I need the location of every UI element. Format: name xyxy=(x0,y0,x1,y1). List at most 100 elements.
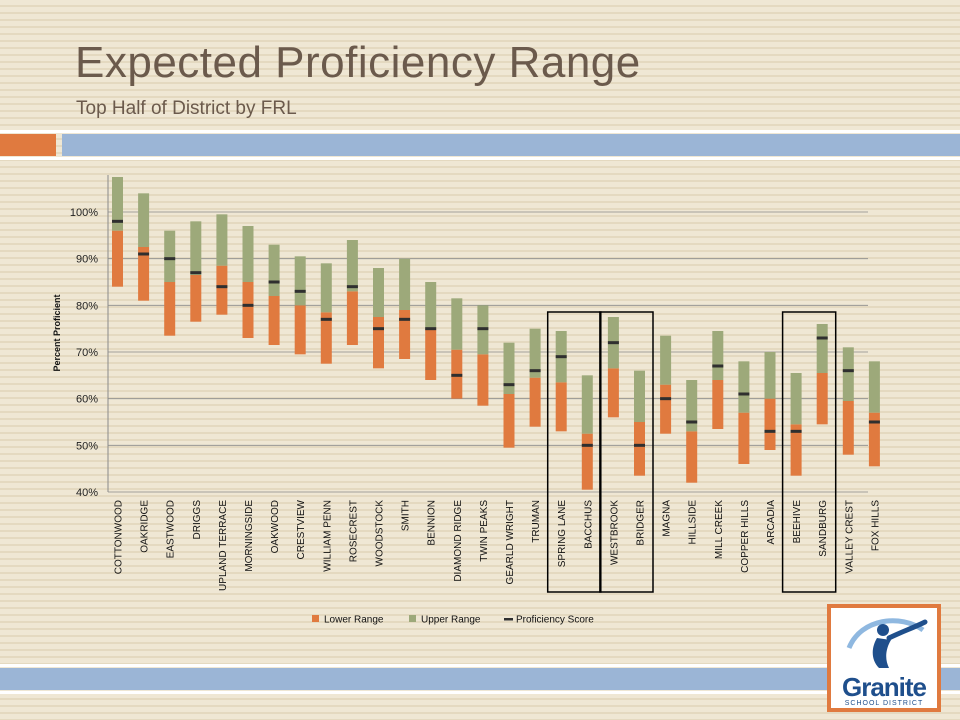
proficiency-score-marker xyxy=(660,397,672,401)
upper-range-bar xyxy=(294,256,306,306)
upper-range-bar xyxy=(738,361,750,413)
upper-range-bar xyxy=(686,380,698,432)
x-tick-label: VALLEY CREST xyxy=(844,500,855,574)
lower-range-bar xyxy=(764,398,776,450)
y-tick-label: 90% xyxy=(76,254,98,266)
proficiency-score-marker xyxy=(529,369,541,373)
lower-range-bar xyxy=(660,384,672,434)
upper-range-bar xyxy=(346,240,358,292)
proficiency-score-marker xyxy=(581,443,593,447)
x-tick-label: SMITH xyxy=(401,500,412,531)
y-tick-label: 100% xyxy=(70,207,98,219)
proficiency-score-marker xyxy=(607,341,619,345)
proficiency-score-marker xyxy=(346,285,358,289)
footer-divider xyxy=(0,691,960,694)
lower-range-bar xyxy=(190,275,202,322)
y-tick-label: 40% xyxy=(76,487,98,499)
y-axis-label: Percent Proficient xyxy=(52,294,62,371)
upper-range-bar xyxy=(868,361,880,413)
upper-range-bar xyxy=(660,335,672,385)
upper-range-bar xyxy=(268,244,280,296)
x-tick-label: FOX HILLS xyxy=(870,500,881,551)
y-tick-label: 80% xyxy=(76,300,98,312)
lower-range-bar xyxy=(607,368,619,418)
proficiency-score-marker xyxy=(268,280,280,284)
lower-range-bar xyxy=(790,424,802,476)
x-tick-label: MILL CREEK xyxy=(714,500,725,559)
proficiency-score-marker xyxy=(764,429,776,433)
granite-logo: Granite SCHOOL DISTRICT xyxy=(827,604,941,712)
x-tick-label: OAKWOOD xyxy=(270,500,281,553)
lower-range-bar xyxy=(503,394,515,448)
highlight-box xyxy=(781,311,837,593)
x-tick-label: ARCADIA xyxy=(766,500,777,545)
x-tick-label: EASTWOOD xyxy=(166,500,177,558)
lower-range-bar xyxy=(294,305,306,355)
x-tick-label: TRUMAN xyxy=(531,500,542,543)
y-tick-label: 50% xyxy=(76,440,98,452)
lower-range-bar xyxy=(164,282,176,336)
upper-range-bar xyxy=(320,263,332,313)
proficiency-score-marker xyxy=(868,420,880,424)
x-tick-label: ROSECREST xyxy=(348,500,359,562)
legend-swatch xyxy=(504,618,513,621)
legend-label: Lower Range xyxy=(324,615,384,626)
proficiency-score-marker xyxy=(634,443,645,447)
proficiency-score-marker xyxy=(112,219,123,223)
lower-range-bar xyxy=(738,412,750,464)
lower-range-bar xyxy=(425,328,437,380)
upper-range-bar xyxy=(790,373,802,425)
x-tick-label: WILLIAM PENN xyxy=(322,500,333,572)
proficiency-score-marker xyxy=(738,392,750,396)
x-tick-label: BACCHUS xyxy=(583,500,594,549)
lower-range-bar xyxy=(555,382,567,432)
upper-range-bar xyxy=(842,347,854,401)
figure-reaching-icon xyxy=(846,618,928,668)
proficiency-score-marker xyxy=(425,327,437,331)
proficiency-score-marker xyxy=(399,317,411,321)
logo-subtitle: SCHOOL DISTRICT xyxy=(844,700,924,707)
proficiency-score-marker xyxy=(242,303,254,307)
x-tick-label: SANDBURG xyxy=(818,500,829,557)
lower-range-bar xyxy=(399,310,411,359)
x-tick-label: WOODSTOCK xyxy=(375,500,386,567)
upper-range-bar xyxy=(451,298,463,350)
proficiency-score-marker xyxy=(686,420,698,424)
legend-label: Proficiency Score xyxy=(516,615,594,626)
lower-range-bar xyxy=(634,422,645,476)
proficiency-score-marker xyxy=(712,364,724,368)
lower-range-bar xyxy=(712,380,724,429)
proficiency-score-marker xyxy=(790,429,802,433)
proficiency-score-marker xyxy=(477,327,489,331)
x-tick-label: MAGNA xyxy=(662,500,673,537)
upper-range-bar xyxy=(816,324,828,373)
legend-swatch xyxy=(409,615,416,622)
accent-band-blue xyxy=(62,134,960,156)
proficiency-score-marker xyxy=(842,369,854,373)
x-tick-label: WESTBROOK xyxy=(609,500,620,565)
x-tick-label: COTTONWOOD xyxy=(114,500,125,574)
slide-subtitle: Top Half of District by FRL xyxy=(76,98,297,119)
x-tick-label: OAKRIDGE xyxy=(140,500,151,553)
upper-range-bar xyxy=(138,193,150,247)
upper-range-bar xyxy=(503,342,515,394)
lower-range-bar xyxy=(242,282,254,338)
lower-range-bar xyxy=(112,230,123,287)
lower-range-bar xyxy=(346,291,358,345)
proficiency-score-marker xyxy=(555,355,567,359)
upper-range-bar xyxy=(581,375,593,434)
lower-range-bar xyxy=(529,377,541,427)
lower-range-bar xyxy=(477,354,489,406)
y-tick-label: 60% xyxy=(76,394,98,406)
lower-range-bar xyxy=(686,431,698,483)
x-tick-label: BEEHIVE xyxy=(792,500,803,544)
y-tick-label: 70% xyxy=(76,347,98,359)
proficiency-score-marker xyxy=(451,373,463,377)
upper-range-bar xyxy=(425,282,437,329)
x-tick-label: TWIN PEAKS xyxy=(479,500,490,562)
proficiency-score-marker xyxy=(503,383,515,387)
x-tick-label: BENNION xyxy=(427,500,438,546)
x-tick-label: DRIGGS xyxy=(192,500,203,540)
upper-range-bar xyxy=(634,370,645,422)
